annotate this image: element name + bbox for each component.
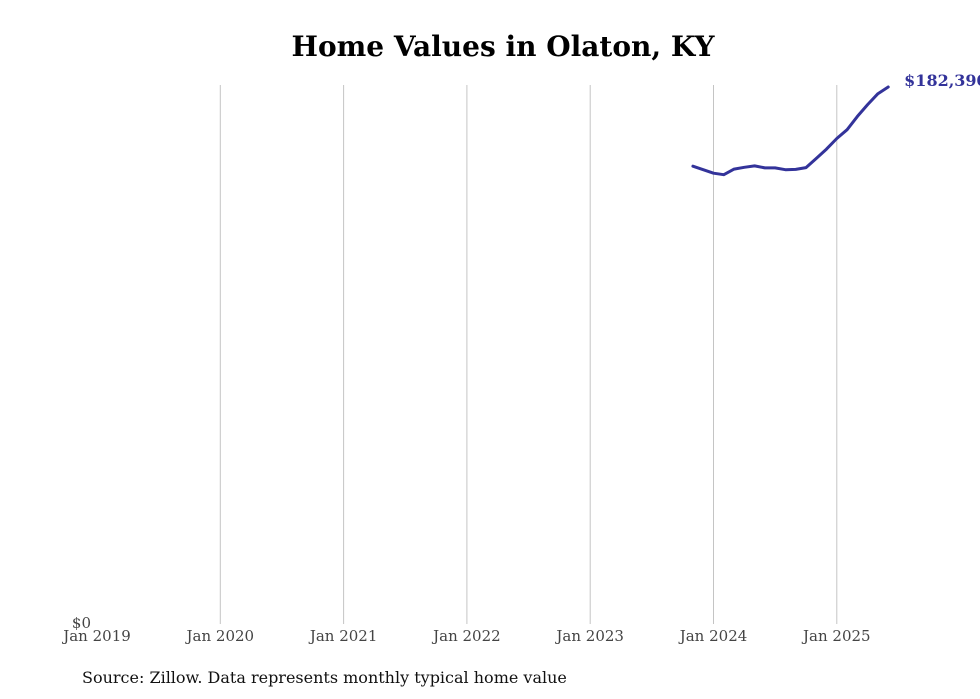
x-axis-ticks: Jan 2019 Jan 2020 Jan 2021 Jan 2022 Jan 2023… xyxy=(61,627,870,645)
gridlines xyxy=(219,85,838,624)
source-note: Source: Zillow. Data represents monthly … xyxy=(82,668,567,687)
x-tick-label: Jan 2022 xyxy=(431,627,501,645)
x-tick-label: Jan 2019 xyxy=(61,627,131,645)
end-value-label: $182,390 xyxy=(904,71,980,90)
x-tick-label: Jan 2020 xyxy=(185,627,255,645)
y-tick-label: $0 xyxy=(72,614,91,632)
chart-title: Home Values in Olaton, KY xyxy=(291,30,715,63)
x-tick-label: Jan 2025 xyxy=(801,627,871,645)
x-tick-label: Jan 2021 xyxy=(308,627,378,645)
x-tick-label: Jan 2023 xyxy=(554,627,624,645)
series-group xyxy=(691,85,890,177)
series-line xyxy=(691,85,890,177)
x-tick-label: Jan 2024 xyxy=(678,627,748,645)
end-labels: $182,390 xyxy=(904,71,980,90)
y-axis-ticks: $0 xyxy=(72,614,91,632)
